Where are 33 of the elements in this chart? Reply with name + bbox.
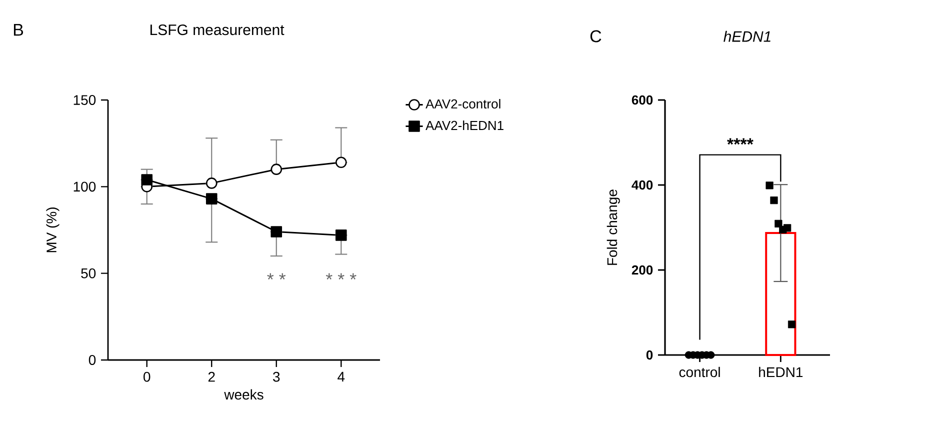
point — [206, 178, 218, 189]
y-tick-label: 400 — [632, 180, 653, 190]
y-tick-label: 100 — [74, 182, 96, 192]
x-tick-label: control — [679, 366, 720, 378]
point — [270, 164, 282, 175]
x-tick-label: 0 — [144, 372, 150, 382]
point — [141, 174, 153, 186]
text: C — [590, 30, 602, 42]
legend-label: AAV2-hEDN1 — [426, 120, 504, 130]
annotation: * * * — [326, 273, 356, 280]
y-axis-title: Fold change — [606, 190, 620, 265]
text: B — [14, 24, 24, 36]
x-tick-label: hEDN1 — [759, 366, 803, 378]
x-axis-title: weeks — [224, 389, 264, 400]
y-tick-label: 0 — [646, 350, 653, 360]
y-tick-label: 600 — [632, 95, 653, 105]
annotation: * * — [267, 273, 286, 280]
point — [270, 226, 282, 238]
x-tick-label: 3 — [273, 372, 280, 382]
y-tick-label: 150 — [74, 95, 96, 105]
point — [206, 193, 218, 204]
y-axis-title: MV (%) — [46, 208, 60, 252]
y-tick-label: 50 — [81, 268, 96, 278]
annotation: **** — [727, 138, 754, 145]
point — [335, 230, 347, 241]
legend-label: AAV2-control — [426, 98, 500, 109]
y-tick-label: 0 — [88, 355, 96, 365]
chart-title: LSFG measurement — [150, 24, 284, 36]
y-tick-label: 200 — [632, 265, 653, 275]
x-tick-label: 4 — [338, 372, 345, 382]
chart-title: hEDN1 — [724, 30, 770, 42]
point — [335, 156, 347, 168]
x-tick-label: 2 — [208, 372, 215, 382]
